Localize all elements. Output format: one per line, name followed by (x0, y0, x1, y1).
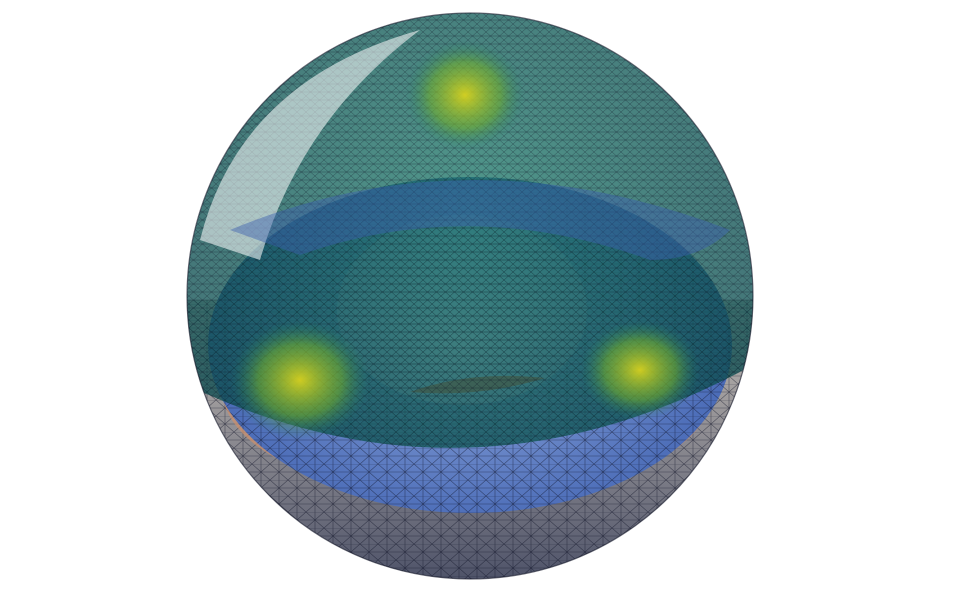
hotspot-right (580, 320, 700, 420)
hotspot-left (230, 320, 370, 440)
sphere-outline (186, 12, 754, 580)
hotspot-top (405, 40, 525, 150)
